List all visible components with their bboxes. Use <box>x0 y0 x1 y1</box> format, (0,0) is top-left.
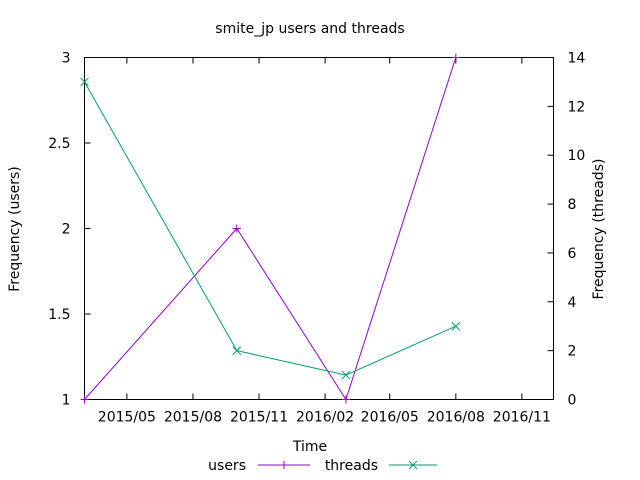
y2-tick-label: 14 <box>568 51 586 67</box>
chart-title: smite_jp users and threads <box>215 21 404 37</box>
data-point-threads <box>80 77 89 87</box>
plot-frame <box>84 57 554 400</box>
data-point-threads <box>451 321 461 331</box>
y2-tick-label: 12 <box>568 99 586 115</box>
y2-tick-label: 6 <box>568 246 577 262</box>
x-tick-label: 2016/08 <box>427 410 485 426</box>
series-layer <box>80 53 461 404</box>
y2-tick-label: 8 <box>568 197 577 213</box>
x-tick-label: 2015/08 <box>164 410 222 426</box>
y2-tick-label: 4 <box>568 295 577 311</box>
legend-marker-threads <box>408 460 418 470</box>
y2-tick-label: 0 <box>568 393 577 409</box>
series-line-threads <box>84 81 457 376</box>
x-axis-title: Time <box>292 439 327 455</box>
y-tick-label: 1.5 <box>48 307 70 323</box>
data-point-threads <box>232 346 242 355</box>
data-point-users <box>232 224 241 233</box>
x-axis: 2015/05 2015/08 2015/11 2016/02 2016/05 2016/… <box>98 57 551 426</box>
y-axis-left: 1 1.5 2 2.5 3 <box>48 51 91 409</box>
legend-label-threads: threads <box>325 458 378 474</box>
legend: users threads <box>208 458 437 474</box>
y-tick-label: 2.5 <box>48 136 70 152</box>
series-line-users <box>84 57 457 401</box>
y-axis-left-title: Frequency (users) <box>7 166 23 292</box>
legend-marker-users <box>280 461 288 469</box>
x-tick-label: 2015/11 <box>230 410 288 426</box>
y-axis-right-title: Frequency (threads) <box>591 159 607 300</box>
y2-tick-label: 10 <box>568 148 586 164</box>
y-tick-label: 1 <box>62 393 71 409</box>
data-point-users <box>451 53 460 62</box>
x-tick-label: 2016/02 <box>296 410 354 426</box>
x-tick-label: 2016/11 <box>493 410 551 426</box>
y-axis-right: 0 2 4 6 8 10 12 14 <box>547 51 586 409</box>
y-tick-label: 3 <box>62 51 71 67</box>
data-point-users <box>341 395 350 404</box>
data-point-users <box>80 395 89 404</box>
x-tick-label: 2015/05 <box>98 410 156 426</box>
x-tick-label: 2016/05 <box>361 410 419 426</box>
y-tick-label: 2 <box>62 222 71 238</box>
data-point-threads <box>341 370 351 380</box>
y2-tick-label: 2 <box>568 344 577 360</box>
legend-label-users: users <box>208 458 246 474</box>
